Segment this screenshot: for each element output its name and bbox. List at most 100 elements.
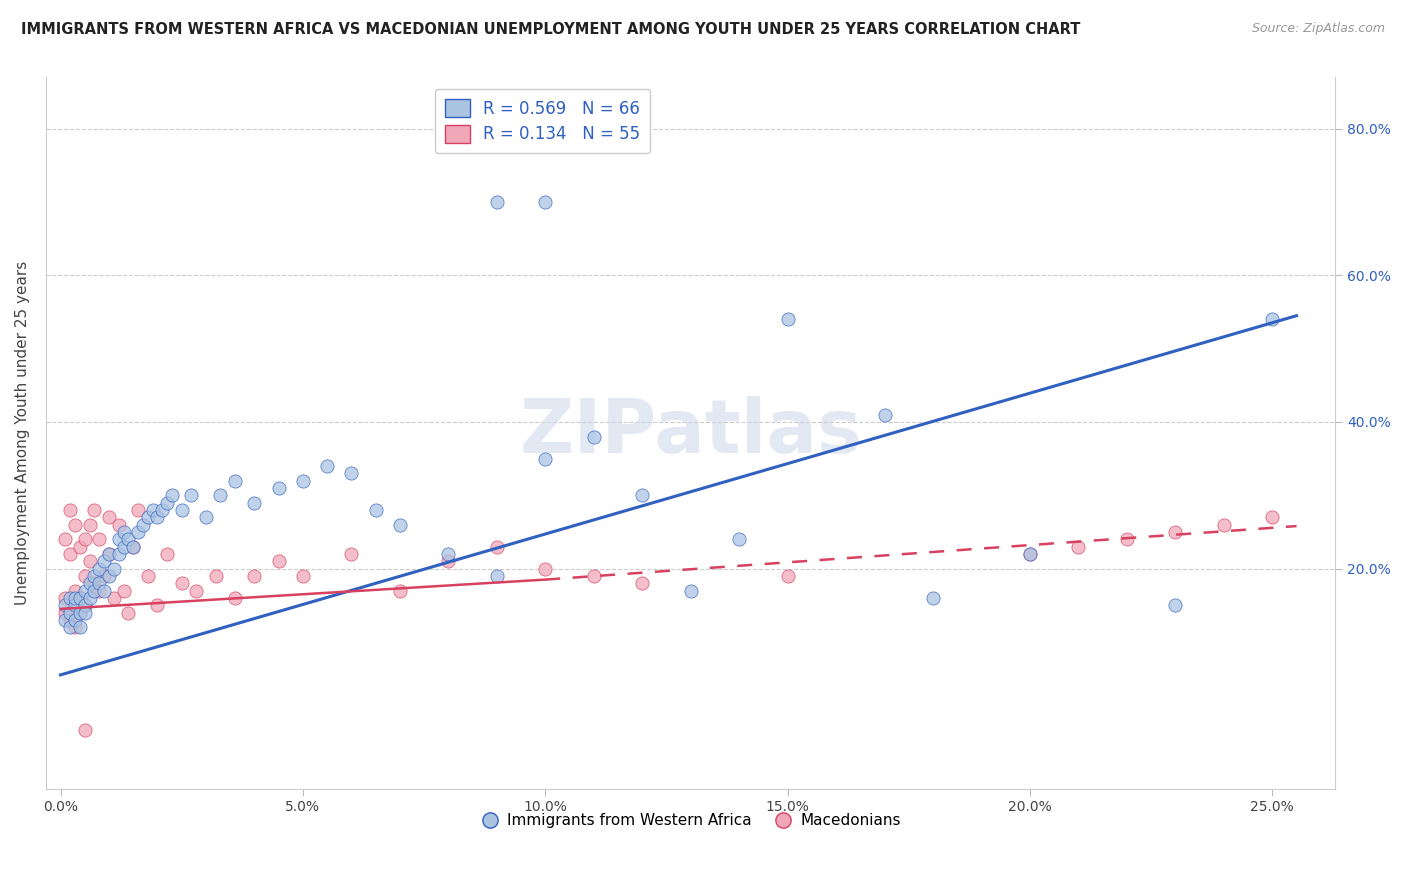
Point (728, 533, 751, 547)
Point (146, 599, 169, 613)
Point (582, 430, 605, 444)
Point (267, 554, 290, 568)
Point (1261, 510, 1284, 524)
Point (53, 599, 76, 613)
Point (69, 620, 91, 634)
Point (59, 613, 82, 627)
Point (53, 606, 76, 620)
Point (83, 569, 105, 583)
Point (132, 517, 155, 532)
Point (170, 503, 193, 517)
Point (204, 569, 226, 583)
Point (79, 517, 101, 532)
Point (69, 606, 91, 620)
Point (117, 533, 139, 547)
Point (79, 554, 101, 568)
Point (180, 488, 202, 502)
Point (83, 576, 105, 591)
Text: IMMIGRANTS FROM WESTERN AFRICA VS MACEDONIAN UNEMPLOYMENT AMONG YOUTH UNDER 25 Y: IMMIGRANTS FROM WESTERN AFRICA VS MACEDO… (21, 22, 1080, 37)
Point (340, 467, 363, 481)
Point (388, 583, 411, 598)
Point (59, 591, 82, 605)
Point (776, 312, 799, 326)
Point (73, 606, 96, 620)
Point (679, 583, 702, 598)
Point (89, 576, 111, 591)
Point (63, 517, 86, 532)
Point (340, 547, 363, 561)
Point (243, 495, 266, 509)
Point (73, 569, 96, 583)
Point (63, 583, 86, 598)
Point (437, 547, 460, 561)
Point (156, 495, 179, 509)
Point (107, 517, 129, 532)
Point (79, 576, 101, 591)
Point (98, 569, 121, 583)
Point (103, 561, 125, 575)
Point (69, 540, 91, 554)
Point (69, 591, 91, 605)
Point (534, 451, 557, 466)
Point (63, 599, 86, 613)
Point (89, 583, 111, 598)
Text: Source: ZipAtlas.com: Source: ZipAtlas.com (1251, 22, 1385, 36)
Point (1261, 312, 1284, 326)
Point (142, 503, 165, 517)
Point (59, 620, 82, 634)
Point (98, 547, 121, 561)
Point (136, 569, 159, 583)
Point (73, 599, 96, 613)
Point (53, 591, 76, 605)
Point (63, 613, 86, 627)
Point (582, 569, 605, 583)
Point (112, 524, 135, 539)
Point (194, 510, 217, 524)
Point (364, 503, 387, 517)
Point (388, 517, 411, 532)
Point (98, 547, 121, 561)
Point (83, 583, 105, 598)
Point (89, 561, 111, 575)
Point (1212, 517, 1234, 532)
Point (127, 524, 149, 539)
Point (146, 510, 169, 524)
Point (112, 540, 135, 554)
Point (224, 474, 246, 488)
Point (922, 591, 945, 605)
Text: ZIPatlas: ZIPatlas (519, 396, 862, 469)
Point (224, 591, 246, 605)
Point (150, 503, 173, 517)
Point (89, 533, 111, 547)
Point (59, 547, 82, 561)
Point (69, 591, 91, 605)
Point (73, 723, 96, 737)
Point (160, 488, 183, 502)
Point (122, 540, 145, 554)
Point (170, 576, 193, 591)
Point (83, 503, 105, 517)
Point (631, 488, 654, 502)
Point (631, 576, 654, 591)
Point (291, 569, 314, 583)
Point (53, 533, 76, 547)
Point (186, 583, 208, 598)
Point (59, 606, 82, 620)
Point (122, 540, 145, 554)
Point (53, 613, 76, 627)
Point (485, 195, 508, 210)
Point (93, 569, 115, 583)
Point (776, 569, 799, 583)
Point (1067, 540, 1090, 554)
Point (136, 510, 159, 524)
Point (93, 583, 115, 598)
Point (117, 606, 139, 620)
Point (243, 569, 266, 583)
Point (485, 569, 508, 583)
Point (437, 554, 460, 568)
Point (1115, 533, 1137, 547)
Point (127, 503, 149, 517)
Point (112, 583, 135, 598)
Point (1164, 599, 1187, 613)
Point (209, 488, 232, 502)
